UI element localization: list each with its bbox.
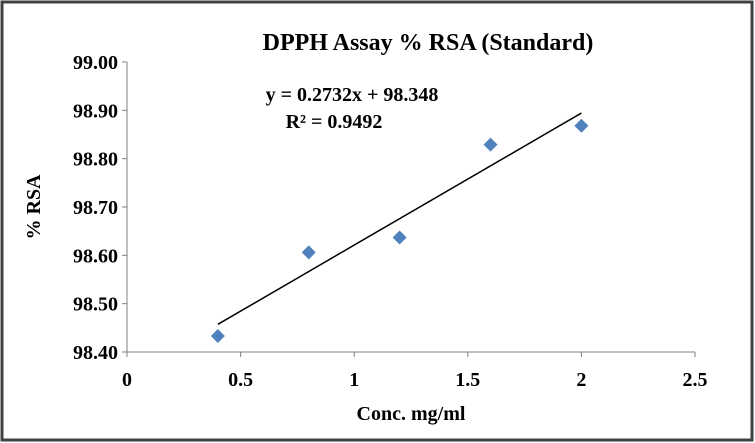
- data-point: [301, 245, 316, 260]
- data-points: [210, 118, 589, 344]
- x-tick-label: 0: [122, 369, 132, 391]
- x-tick-label: 2.5: [683, 369, 708, 391]
- trendline: [217, 112, 582, 325]
- y-axis-label: % RSA: [23, 174, 45, 240]
- y-tick-label: 98.90: [73, 100, 118, 122]
- chart-title: DPPH Assay % RSA (Standard): [263, 30, 594, 56]
- y-tick-label: 98.70: [73, 197, 118, 219]
- y-tick-label: 98.40: [73, 342, 118, 364]
- trendline-equation: y = 0.2732x + 98.348: [266, 84, 439, 106]
- y-axis-ticks: 98.40 98.50 98.60 98.70 98.80 98.90 99.00: [73, 52, 127, 364]
- data-point: [210, 329, 225, 344]
- x-axis-label: Conc. mg/ml: [357, 403, 466, 425]
- x-tick-label: 2: [576, 369, 586, 391]
- x-tick-label: 1: [349, 369, 359, 391]
- data-point: [392, 230, 407, 245]
- y-tick-label: 98.50: [73, 294, 118, 316]
- data-point: [574, 118, 589, 133]
- x-tick-label: 1.5: [455, 369, 480, 391]
- y-tick-label: 98.80: [73, 149, 118, 171]
- x-tick-label: 0.5: [228, 369, 253, 391]
- y-tick-label: 98.60: [73, 245, 118, 267]
- trendline-r2: R² = 0.9492: [286, 111, 383, 133]
- y-tick-label: 99.00: [73, 52, 118, 74]
- data-point: [483, 137, 498, 152]
- x-axis-ticks: 0 0.5 1 1.5 2 2.5: [122, 352, 708, 391]
